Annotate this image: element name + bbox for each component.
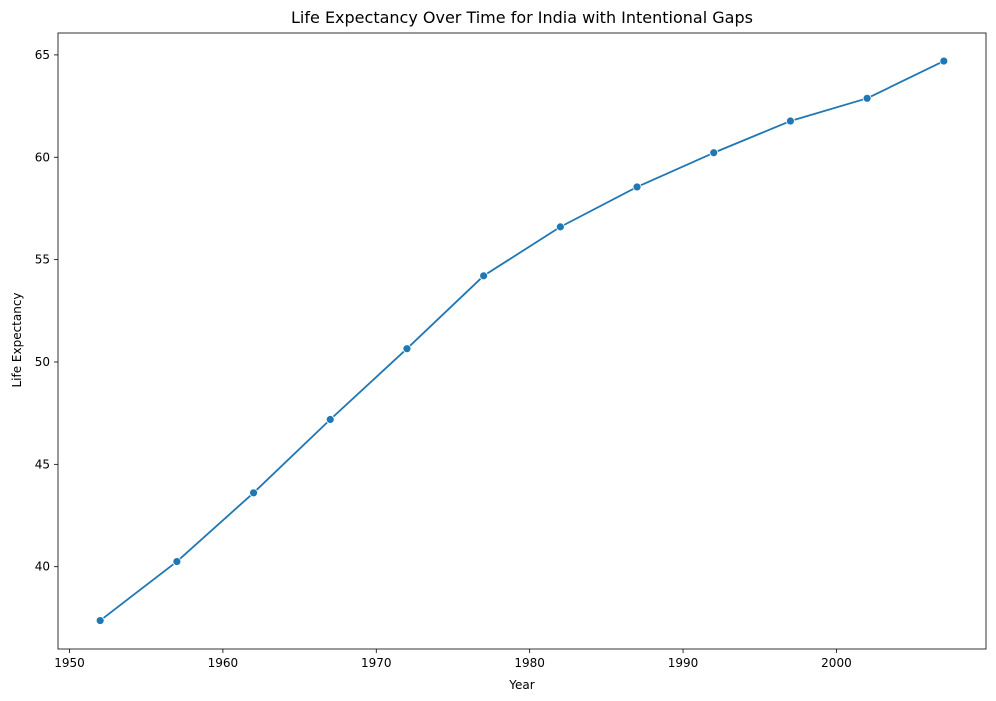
data-point [249,488,258,498]
y-axis-label: Life Expectancy [10,292,24,387]
data-point [939,56,949,66]
data-point [479,271,489,281]
series-line [99,60,945,622]
y-tick-label: 45 [35,457,50,471]
chart-title: Life Expectancy Over Time for India with… [291,8,753,27]
data-point [555,222,565,232]
data-point [862,93,872,103]
data-point [172,557,182,566]
x-tick-label: 1960 [208,656,239,670]
data-point [402,344,412,354]
x-tick-label: 1970 [361,656,392,670]
y-tick-label: 60 [35,150,50,164]
data-point [786,116,795,126]
data-point [95,616,105,625]
plot-frame [57,32,987,650]
data-point [632,182,642,192]
x-tick-label: 1950 [54,656,85,670]
y-tick-label: 65 [35,48,50,62]
y-tick-label: 40 [35,560,50,574]
y-tick-label: 50 [35,355,50,369]
data-point [709,148,719,158]
y-tick-label: 55 [35,253,50,267]
x-tick-label: 1990 [668,656,699,670]
plot-area: 1950 1960 1970 1980 1990 2000 40 45 50 55 60 65 [35,32,987,670]
x-tick-label: 1980 [514,656,545,670]
data-point [325,415,335,424]
x-tick-label: 2000 [821,656,852,670]
x-axis-label: Year [508,678,534,692]
